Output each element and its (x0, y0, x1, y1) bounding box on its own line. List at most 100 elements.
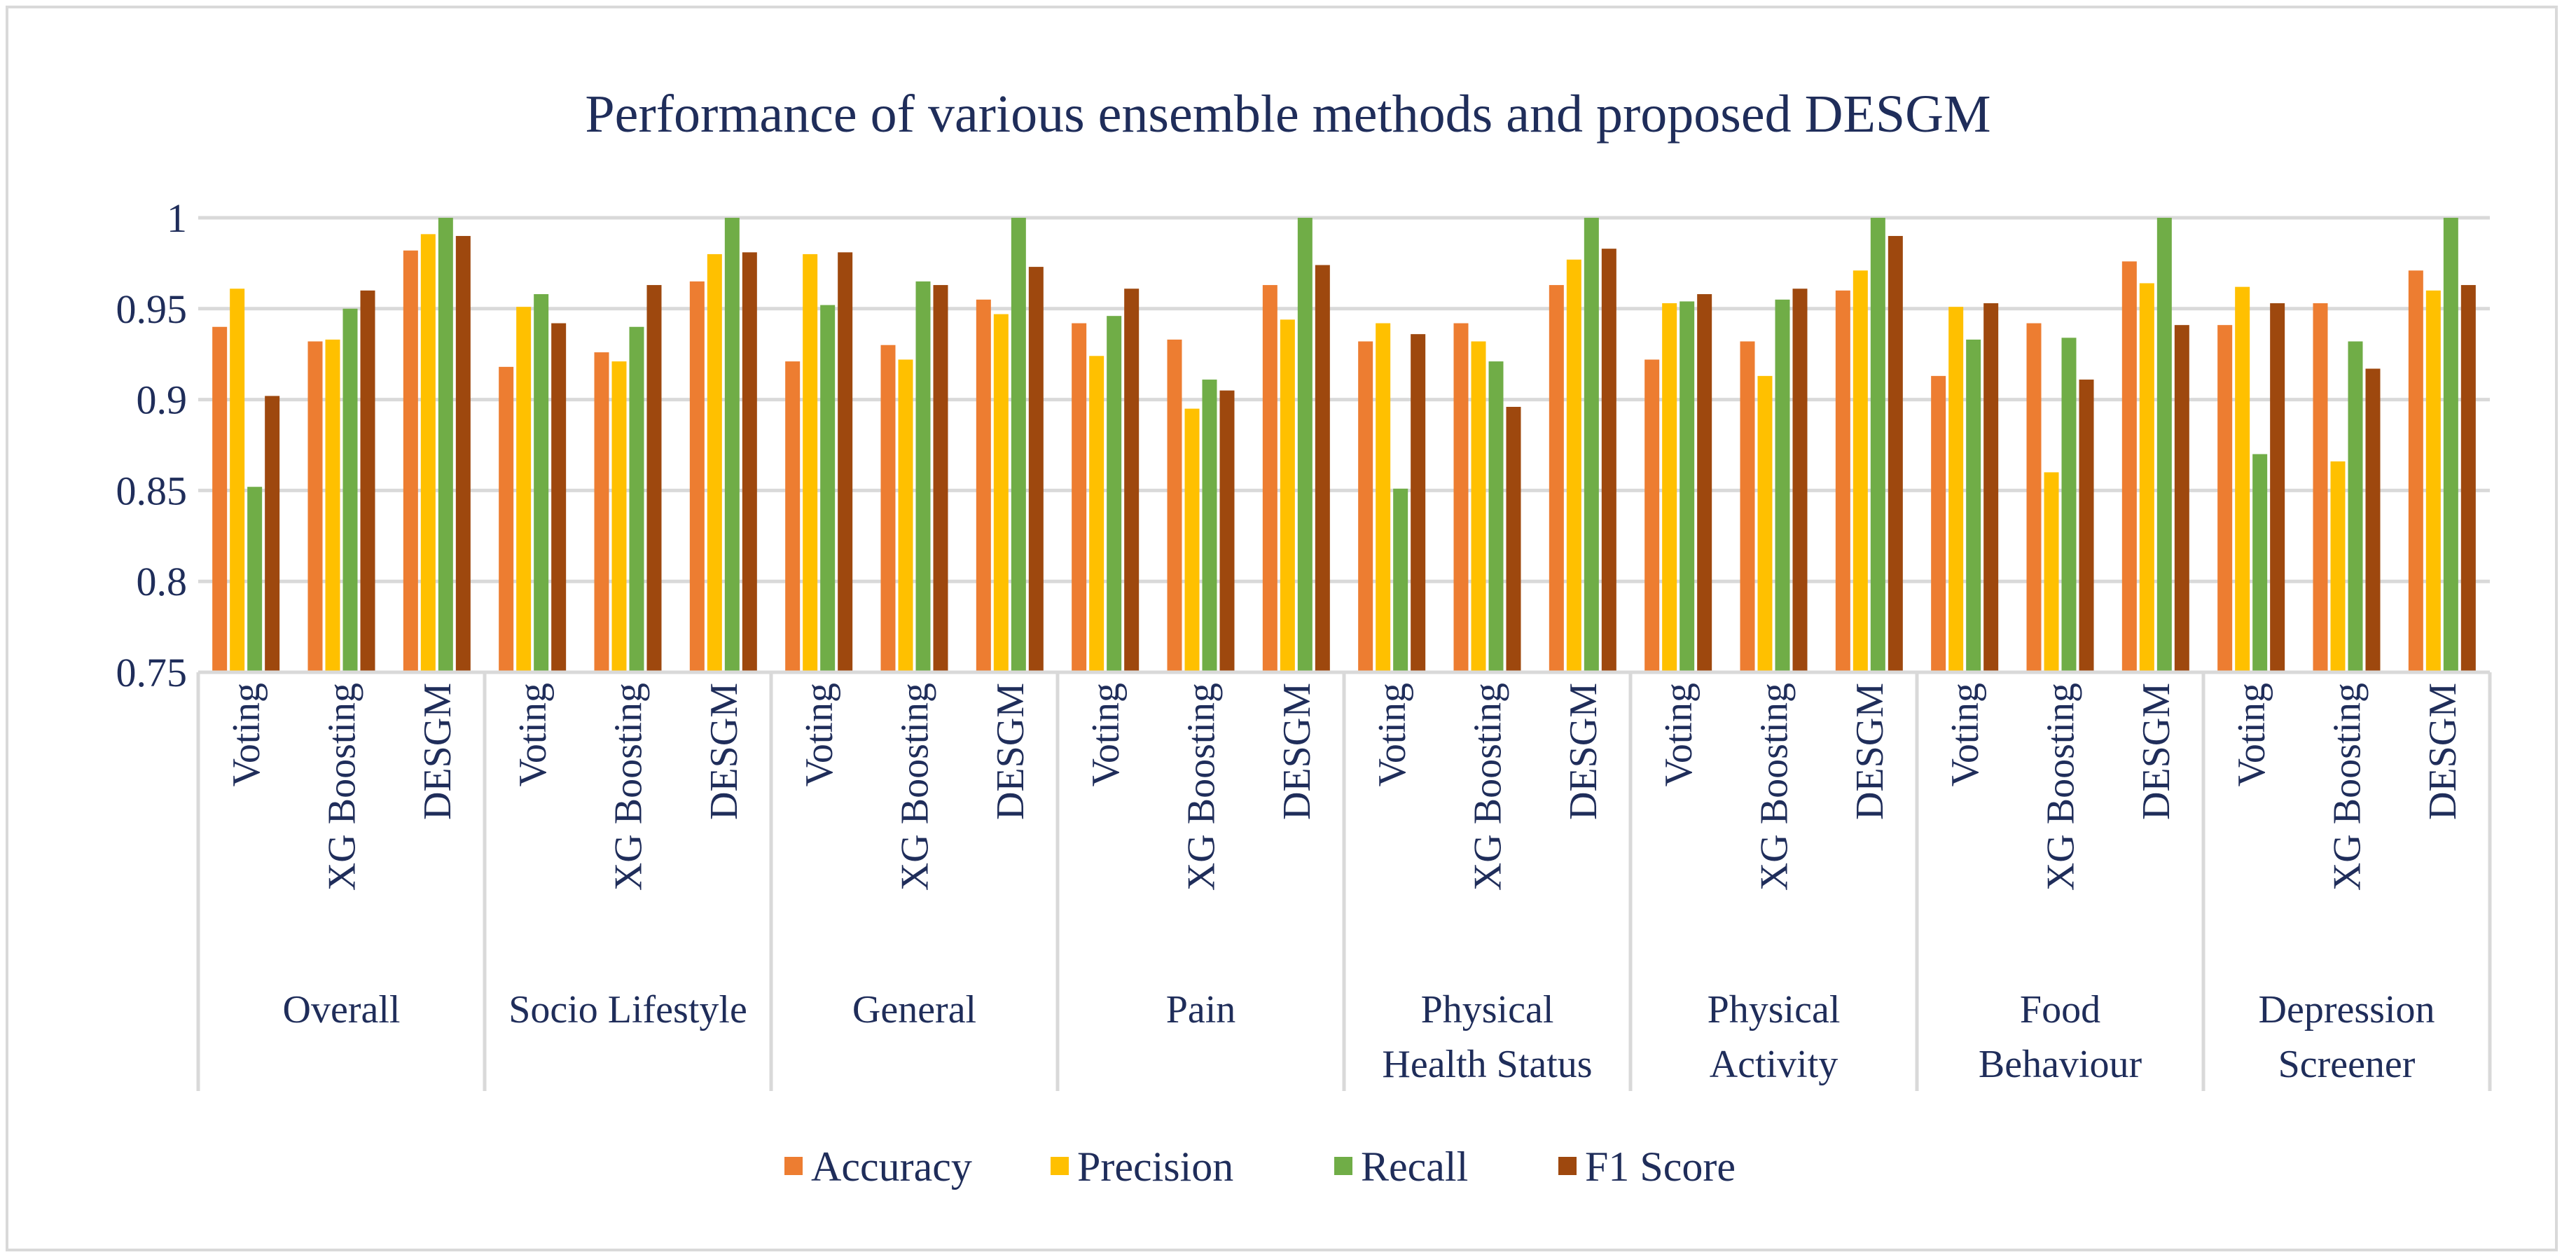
bar-accuracy (1740, 341, 1755, 672)
group-label: Activity (1710, 1043, 1838, 1086)
legend-label: Precision (1077, 1144, 1233, 1190)
method-label: Voting (1084, 683, 1128, 786)
bar-precision (1566, 259, 1581, 672)
bar-recall (820, 305, 836, 672)
method-label: XG Boosting (321, 683, 364, 891)
y-tick-label: 0.9 (137, 377, 188, 423)
bar-precision (1376, 323, 1391, 672)
method-label: Voting (798, 683, 841, 786)
bar-f1-score (1028, 267, 1044, 672)
bar-f1-score (1888, 235, 1903, 673)
method-label: XG Boosting (607, 683, 651, 891)
bar-precision (325, 339, 340, 672)
method-label: DESGM (1562, 683, 1605, 820)
method-label: DESGM (1848, 683, 1892, 820)
bar-recall (1680, 301, 1695, 672)
method-label: XG Boosting (894, 683, 937, 891)
bar-precision (2425, 290, 2441, 673)
bar-f1-score (1697, 294, 1712, 673)
method-label: Voting (1657, 683, 1701, 786)
group-label: Socio Lifestyle (508, 988, 747, 1032)
bar-accuracy (2313, 303, 2328, 673)
bar-accuracy (1835, 290, 1850, 673)
method-label: Voting (1944, 683, 1987, 786)
bar-accuracy (1644, 359, 1660, 672)
y-tick-label: 0.8 (137, 559, 188, 604)
method-label: XG Boosting (1467, 683, 1510, 891)
bar-f1-score (551, 323, 567, 672)
group-label: Screener (2278, 1043, 2416, 1086)
bar-recall (342, 308, 358, 672)
bar-accuracy (403, 250, 418, 672)
bar-f1-score (1315, 265, 1330, 673)
bar-f1-score (265, 396, 280, 672)
bar-precision (1853, 270, 1868, 672)
bar-f1-score (1506, 406, 1521, 672)
group-label: Food (2020, 988, 2100, 1032)
bar-f1-score (2365, 368, 2381, 672)
bar-recall (1393, 488, 1408, 672)
bar-f1-score (1983, 303, 1999, 673)
bar-precision (2139, 283, 2154, 672)
bar-precision (1471, 341, 1486, 672)
bar-accuracy (976, 299, 991, 672)
method-label: Voting (225, 683, 268, 786)
bar-accuracy (499, 366, 514, 672)
method-label: DESGM (416, 683, 459, 820)
bar-recall (1488, 361, 1504, 672)
bar-precision (898, 359, 913, 672)
bar-recall (724, 218, 740, 672)
bar-accuracy (1358, 341, 1373, 672)
bar-recall (1584, 218, 1599, 672)
bar-accuracy (2408, 270, 2423, 672)
bar-f1-score (1411, 334, 1426, 672)
bar-accuracy (2217, 325, 2233, 672)
bar-precision (1948, 307, 1964, 673)
legend-label: Accuracy (811, 1144, 972, 1190)
bar-accuracy (1549, 285, 1564, 672)
method-label: DESGM (1275, 683, 1319, 820)
group-label: Physical (1421, 988, 1554, 1032)
method-label: DESGM (2135, 683, 2178, 820)
bar-accuracy (307, 341, 323, 672)
method-label: DESGM (702, 683, 746, 820)
bar-accuracy (212, 326, 228, 672)
bar-recall (1107, 316, 1122, 672)
bar-accuracy (880, 345, 896, 672)
bar-precision (1089, 356, 1105, 672)
bar-recall (1966, 339, 1981, 672)
method-label: DESGM (989, 683, 1032, 820)
bar-recall (2061, 338, 2077, 672)
bar-recall (1011, 218, 1026, 672)
bar-f1-score (1601, 249, 1616, 673)
method-label: XG Boosting (1753, 683, 1796, 891)
bar-accuracy (1931, 375, 1946, 672)
bar-accuracy (1453, 323, 1469, 672)
bar-precision (1757, 375, 1773, 672)
bar-recall (1870, 218, 1885, 672)
bar-accuracy (1167, 339, 1182, 672)
bar-f1-score (2270, 303, 2285, 673)
group-label: Physical (1708, 988, 1841, 1032)
chart-title: Performance of various ensemble methods … (585, 85, 1990, 144)
bar-f1-score (933, 285, 948, 672)
group-label: Pain (1166, 988, 1236, 1032)
method-label: XG Boosting (1180, 683, 1224, 891)
bar-f1-score (360, 290, 375, 673)
bar-recall (247, 487, 263, 672)
bar-precision (230, 289, 245, 672)
y-tick-label: 0.95 (116, 286, 188, 332)
bar-recall (2252, 454, 2268, 672)
bar-recall (1202, 380, 1217, 672)
bar-precision (993, 314, 1009, 672)
bar-f1-score (455, 235, 471, 673)
method-label: Voting (2230, 683, 2273, 786)
bar-accuracy (594, 352, 609, 672)
method-label: Voting (511, 683, 555, 786)
bar-recall (2443, 218, 2458, 672)
bar-recall (438, 218, 453, 672)
bar-accuracy (2121, 261, 2137, 673)
bar-recall (2348, 341, 2363, 672)
legend-label: F1 Score (1585, 1144, 1736, 1190)
method-label: XG Boosting (2326, 683, 2369, 891)
